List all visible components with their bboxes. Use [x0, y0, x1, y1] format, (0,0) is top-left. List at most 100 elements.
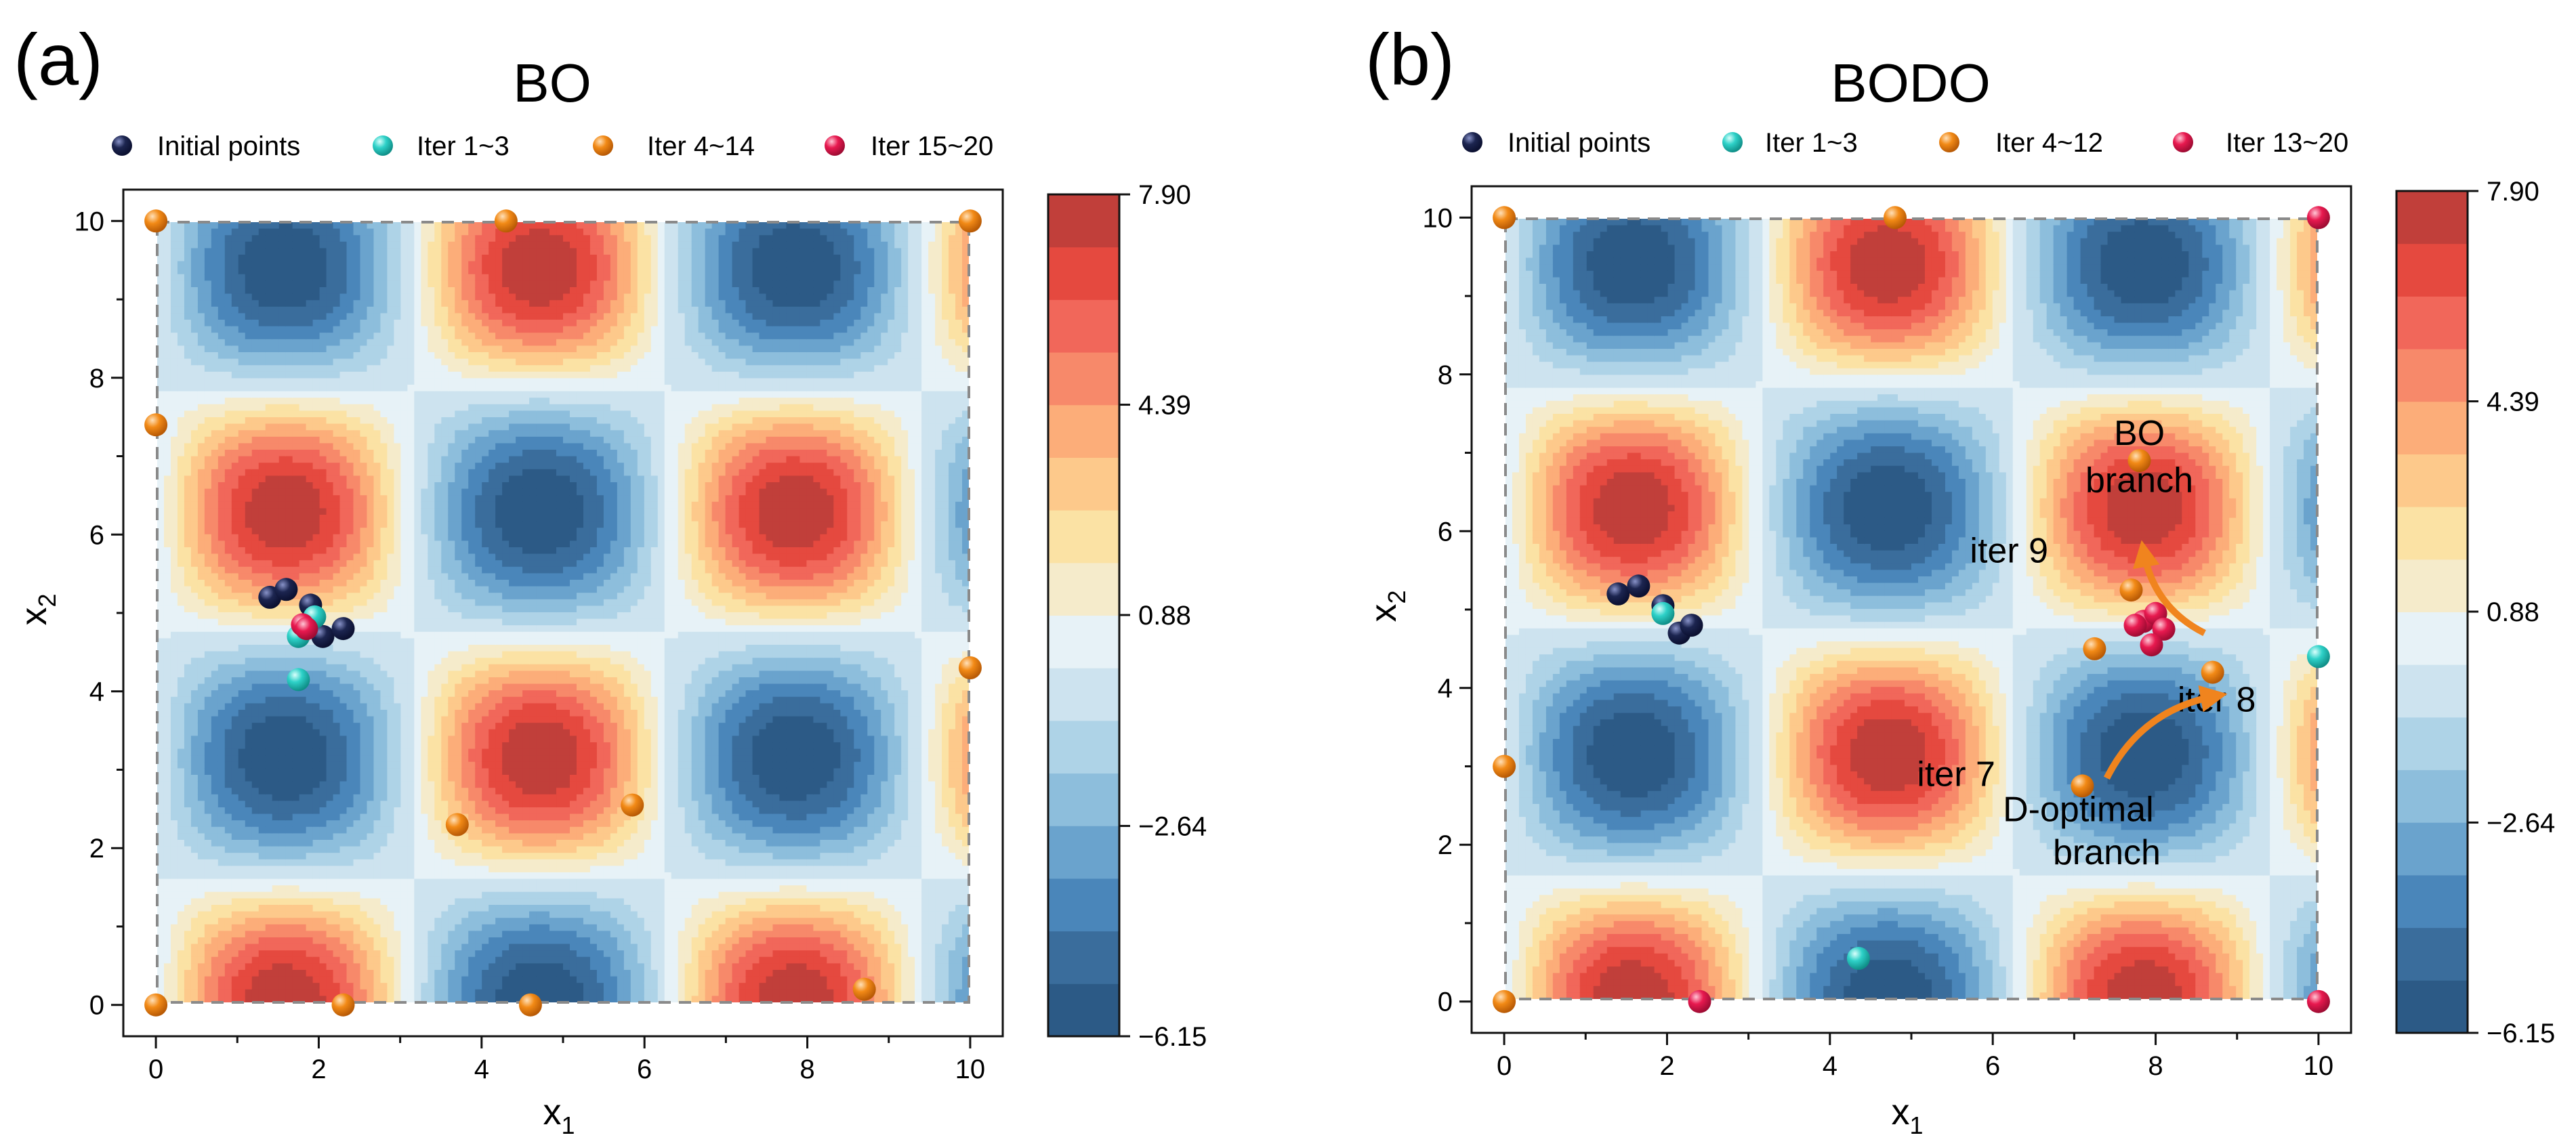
contour-cell: [428, 710, 435, 717]
contour-cell: [380, 515, 388, 522]
contour-cell: [319, 235, 327, 242]
contour-cell: [312, 450, 320, 457]
contour-cell: [251, 326, 259, 333]
contour-cell: [414, 228, 421, 236]
contour-cell: [407, 696, 415, 704]
contour-cell: [326, 963, 334, 971]
contour-cell: [428, 339, 435, 346]
contour-cell: [157, 729, 165, 736]
contour-cell: [434, 358, 442, 366]
contour-cell: [285, 365, 293, 373]
contour-cell: [380, 963, 388, 971]
contour-cell: [265, 521, 273, 528]
contour-cell: [428, 528, 435, 535]
contour-cell: [163, 748, 171, 756]
contour-cell: [312, 976, 320, 983]
contour-cell: [197, 241, 205, 249]
contour-cell: [204, 983, 212, 990]
contour-cell: [333, 638, 341, 645]
contour-cell: [306, 820, 314, 828]
contour-cell: [319, 287, 327, 295]
contour-cell: [407, 878, 415, 886]
contour-cell: [299, 339, 307, 346]
contour-cell: [353, 963, 361, 971]
contour-cell: [428, 456, 435, 463]
contour-cell: [326, 333, 334, 340]
contour-cell: [217, 534, 226, 541]
contour-cell: [400, 612, 408, 620]
contour-cell: [380, 989, 388, 996]
contour-cell: [238, 918, 246, 925]
contour-cell: [258, 755, 266, 763]
contour-cell: [312, 573, 320, 580]
contour-cell: [360, 976, 368, 983]
contour-cell: [258, 391, 266, 398]
contour-cell: [367, 469, 375, 476]
contour-cell: [285, 781, 293, 788]
contour-cell: [163, 469, 171, 476]
contour-cell: [197, 345, 205, 353]
contour-cell: [197, 970, 205, 977]
contour-cell: [272, 742, 280, 750]
contour-cell: [306, 547, 314, 555]
contour-cell: [217, 866, 226, 873]
contour-cell: [157, 775, 165, 782]
contour-cell: [190, 612, 199, 620]
contour-cell: [265, 638, 273, 645]
contour-cell: [251, 287, 259, 295]
contour-cell: [312, 228, 320, 236]
contour-cell: [299, 495, 307, 503]
contour-cell: [400, 761, 408, 769]
contour-cell: [394, 807, 401, 815]
contour-cell: [353, 612, 361, 620]
contour-cell: [224, 775, 232, 782]
contour-cell: [231, 638, 239, 645]
contour-cell: [292, 488, 300, 496]
contour-cell: [367, 931, 375, 938]
contour-cell: [157, 716, 165, 723]
contour-cell: [434, 300, 442, 307]
contour-cell: [251, 729, 259, 736]
contour-cell: [184, 768, 192, 775]
contour-cell: [373, 430, 381, 438]
contour-cell: [414, 320, 421, 327]
contour-cell: [272, 976, 280, 983]
contour-cell: [421, 248, 428, 255]
contour-cell: [326, 475, 334, 483]
contour-cell: [190, 391, 199, 398]
contour-cell: [197, 840, 205, 847]
contour-cell: [190, 528, 199, 535]
contour-cell: [387, 534, 395, 541]
contour-cell: [238, 736, 246, 743]
contour-cell: [251, 443, 259, 450]
contour-cell: [346, 333, 354, 340]
contour-cell: [326, 430, 334, 438]
contour-cell: [184, 690, 192, 698]
contour-cell: [428, 976, 435, 983]
panel-a: (a) BO Initial points Iter 1~3 Iter 4~14…: [14, 18, 1207, 1139]
contour-cell: [231, 599, 239, 606]
contour-cell: [163, 885, 171, 893]
contour-cell: [299, 826, 307, 834]
contour-cell: [319, 937, 327, 945]
contour-cell: [251, 761, 259, 769]
contour-cell: [238, 404, 246, 411]
contour-cell: [251, 664, 259, 671]
contour-cell: [380, 410, 388, 418]
contour-cell: [394, 268, 401, 275]
contour-cell: [217, 456, 226, 463]
contour-cell: [204, 255, 212, 262]
contour-cell: [272, 813, 280, 821]
contour-cell: [387, 228, 395, 236]
contour-cell: [400, 378, 408, 385]
contour-cell: [245, 300, 253, 307]
contour-cell: [245, 398, 253, 405]
contour-cell: [157, 664, 165, 671]
contour-cell: [434, 605, 442, 613]
contour-cell: [353, 475, 361, 483]
contour-cell: [224, 631, 232, 639]
contour-cell: [292, 996, 300, 1002]
contour-cell: [360, 996, 368, 1002]
contour-cell: [231, 248, 239, 255]
contour-cell: [251, 950, 259, 958]
